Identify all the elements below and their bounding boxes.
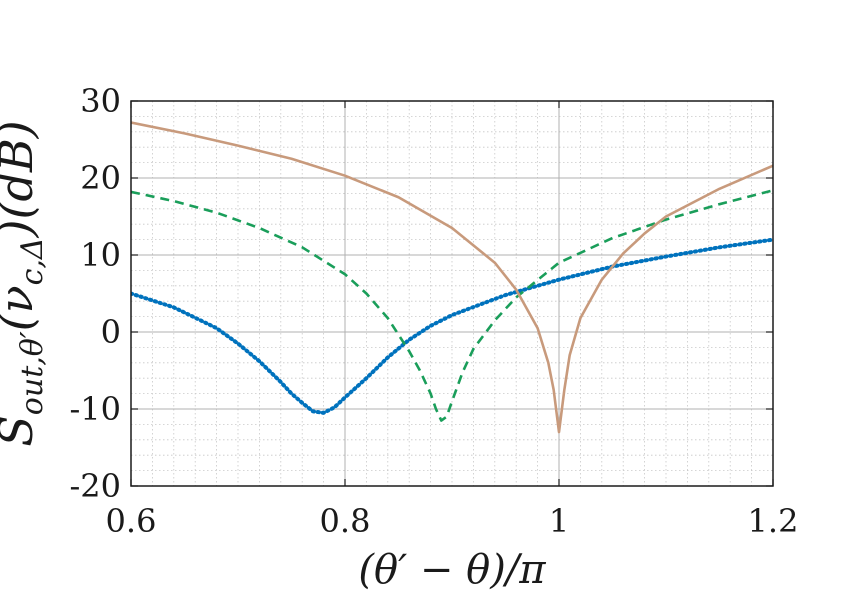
- series-line-3: [131, 121, 773, 434]
- x-tick-label: 1: [549, 502, 569, 540]
- series-line-2: [131, 189, 773, 422]
- y-axis-label-text: S: [0, 415, 43, 447]
- x-tick-label: 0.6: [106, 502, 157, 540]
- x-tick-label: 0.8: [320, 502, 371, 540]
- y-tick-label: 30: [80, 82, 121, 120]
- series-layer: [131, 121, 773, 434]
- y-axis-label-subscript: c,Δ: [15, 237, 50, 285]
- y-axis-label-text: )(dB): [0, 120, 43, 238]
- x-axis-label: (θ′ − θ)/π: [358, 547, 546, 593]
- y-tick-label: 10: [80, 236, 121, 274]
- y-axis-label: Sout,θ′(νc,Δ)(dB): [0, 120, 50, 446]
- y-tick-label: 20: [80, 159, 121, 197]
- x-axis-ticks: 0.6 0.8 1 1.2: [106, 101, 799, 540]
- x-tick-label: 1.2: [748, 502, 799, 540]
- y-tick-label: -20: [69, 467, 121, 505]
- y-axis-label-text: (ν: [0, 285, 43, 331]
- series-line-1: [131, 237, 773, 415]
- y-tick-label: -10: [69, 390, 121, 428]
- y-tick-label: 0: [101, 313, 121, 351]
- y-axis-label-subscript: out,θ′: [15, 331, 50, 415]
- plot-frame: [130, 100, 774, 487]
- y-axis-ticks: -20 -10 0 10 20 30: [69, 82, 773, 505]
